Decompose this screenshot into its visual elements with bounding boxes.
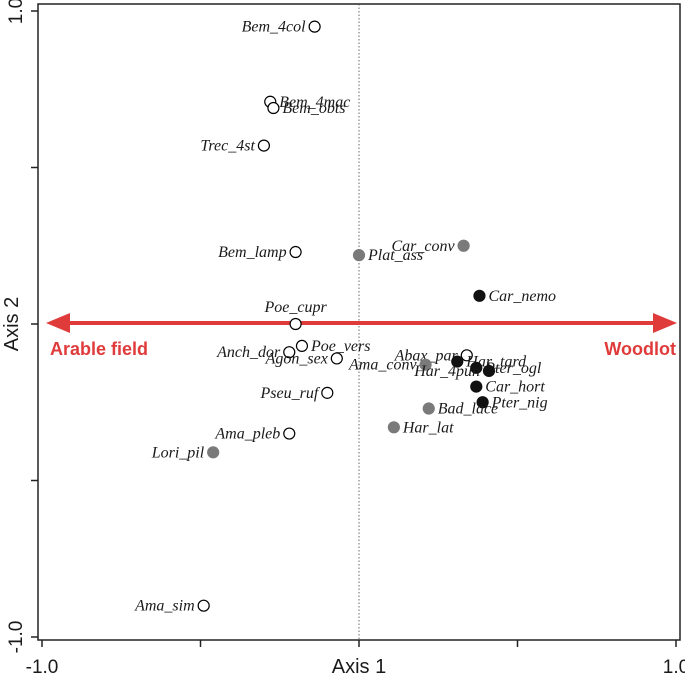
data-point [460,349,473,362]
data-point [387,421,400,434]
y-tick-label: 1.0 [6,0,27,24]
data-point [330,352,343,365]
x-tick-label: 1.0 [663,657,685,678]
data-point [470,361,483,374]
point-label: Ama_sim [134,598,195,615]
arrow-label-woodlot: Woodlot [604,339,676,359]
point-label: Bem_obts [282,100,345,117]
point-label: Pseu_ruf [260,385,321,402]
point-label: Lori_pil [151,444,205,461]
point-label: Poe_vers [310,338,371,355]
data-point [289,317,302,331]
data-point [257,139,270,152]
point-label: Pter_ogl [484,360,542,377]
data-point [419,358,432,371]
y-axis-title: Axis 2 [1,297,23,351]
point-label: Anch_dor [216,344,281,361]
data-point [207,446,220,459]
point-label: Pter_nig [491,394,548,411]
data-point [283,346,296,359]
data-point [289,245,302,259]
gradient-arrow-left-head [46,313,70,333]
point-label: Bem_lamp [218,244,286,261]
x-axis-title: Axis 1 [332,656,386,678]
point-label: Car_conv [392,238,456,255]
point-label: Har_4pun [413,363,480,380]
point-label: Har_lat [402,419,454,436]
point-label: Ama_conv [348,357,417,374]
data-point [267,101,280,115]
gradient-arrow-right-head [653,313,677,333]
data-point [197,599,210,612]
data-point [473,289,486,302]
data-point [295,339,309,353]
arrow-label-arable-field: Arable field [50,339,148,359]
point-label: Ama_pleb [214,426,280,443]
x-tick-label: -1.0 [26,657,59,678]
point-label: Poe_cupr [263,299,327,316]
data-point [308,20,321,33]
point-label: Car_hort [485,379,545,396]
point-label: Abax_par [394,347,459,364]
data-point [470,380,483,393]
data-point [352,249,366,262]
point-label: Trec_4st [200,138,255,155]
point-label: Plat_ass [367,247,423,264]
data-point [422,402,435,415]
data-point [283,427,296,440]
point-label: Bem_4mac [279,94,350,111]
point-label: Bad_lace [438,401,498,418]
data-point [482,364,496,378]
data-point [457,239,470,252]
point-label: Agon_sex [265,350,328,367]
data-point [451,355,464,368]
point-label: Bem_4col [242,19,307,36]
data-point [321,386,334,399]
data-point [476,396,489,409]
y-tick-label: -1.0 [6,621,27,654]
point-label: Car_nemo [488,288,556,305]
